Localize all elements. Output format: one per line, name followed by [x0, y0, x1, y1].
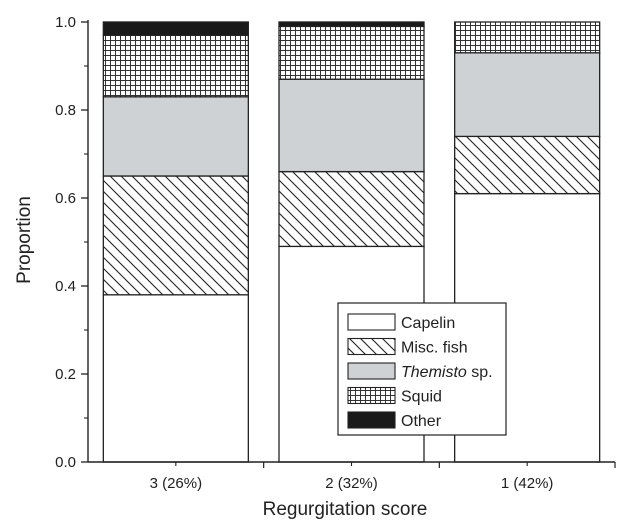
- bar-themisto-sp-3: [454, 52, 601, 138]
- bar-capelin-1: [102, 294, 249, 463]
- x-tick-label: 2 (32%): [325, 475, 378, 492]
- y-tick-label: 0.4: [55, 278, 76, 295]
- bar-misc-fish-3: [454, 135, 601, 195]
- y-tick-label: 0.0: [55, 454, 76, 471]
- legend-swatch-misc-fish: [347, 337, 396, 356]
- bar-misc-fish-2: [278, 170, 425, 248]
- x-tick-label: 1 (42%): [501, 475, 554, 492]
- axes-group: 0.0 0.2 0.4 0.6 0.8 1.0: [55, 14, 616, 471]
- bar-other-1: [102, 21, 249, 36]
- y-tick-label: 0.8: [55, 102, 76, 119]
- bar-squid-1: [102, 34, 249, 98]
- x-axis-title: Regurgitation score: [263, 499, 428, 520]
- y-tick-label: 0.2: [55, 366, 76, 383]
- x-tick-label: 3 (26%): [150, 475, 203, 492]
- bar-other-2: [278, 21, 425, 28]
- legend-swatch-other: [347, 411, 396, 429]
- legend-label-other: Other: [401, 413, 442, 430]
- legend-label-misc-fish: Misc. fish: [401, 340, 468, 357]
- bar-squid-3: [454, 21, 601, 54]
- y-axis-title: Proportion: [14, 196, 35, 284]
- legend-label-squid: Squid: [401, 389, 442, 406]
- bar-misc-fish-1: [102, 175, 249, 296]
- legend-swatch-squid: [347, 386, 396, 405]
- legend-label-themisto-sp: Themisto sp.: [401, 364, 493, 381]
- bar-themisto-sp-1: [102, 96, 249, 177]
- legend: Capelin Misc. fish Themisto sp. Squid Other: [337, 302, 507, 436]
- y-tick-label: 1.0: [55, 14, 76, 31]
- bar-themisto-sp-2: [278, 78, 425, 173]
- legend-label-capelin: Capelin: [401, 315, 455, 332]
- legend-swatch-capelin: [347, 313, 396, 331]
- bar-squid-2: [278, 25, 425, 80]
- y-tick-label: 0.6: [55, 190, 76, 207]
- legend-swatch-themisto-sp: [347, 362, 396, 380]
